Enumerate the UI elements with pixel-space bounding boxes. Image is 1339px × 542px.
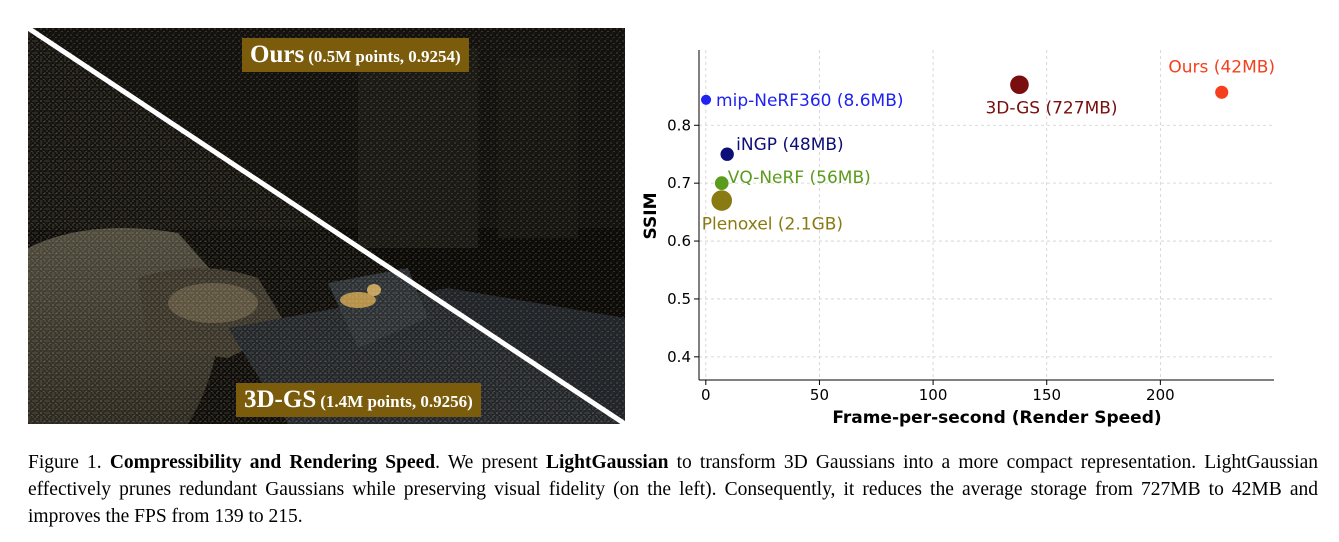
y-tick-label: 0.8 [667, 116, 691, 134]
ssim-fps-scatter-chart: 0 50 100 150 200 0.4 0.5 0.6 0.7 0.8 mip-NeRF360 … [641, 50, 1275, 428]
x-tick-label: 150 [1032, 386, 1061, 404]
ours-tag-detail: (0.5M points, 0.9254) [308, 47, 461, 66]
caption-text-1: . We present [435, 452, 538, 473]
x-axis-label: Frame-per-second (Render Speed) [832, 408, 1161, 428]
split-divider-line [28, 28, 625, 424]
data-point-label: VQ-NeRF (56MB) [728, 168, 871, 188]
figure-caption: Figure 1. Compressibility and Rendering … [28, 449, 1318, 530]
y-tick-label: 0.7 [667, 174, 691, 192]
y-axis-label: SSIM [641, 193, 661, 240]
data-point-label: Ours (42MB) [1168, 57, 1275, 77]
caption-text-2: to transform 3D Gaussians into a more co… [28, 452, 1318, 527]
data-point [720, 147, 734, 161]
3dgs-label-tag: 3D-GS (1.4M points, 0.9256) [236, 383, 481, 417]
data-point [700, 94, 712, 105]
chart-grid [699, 50, 1274, 380]
caption-bold-name: LightGaussian [545, 452, 669, 473]
caption-bold-title: Compressibility and Rendering Speed [109, 452, 436, 473]
3dgs-tag-detail: (1.4M points, 0.9256) [320, 392, 473, 411]
scene-illustration [28, 28, 625, 424]
x-tick-label: 50 [810, 386, 829, 404]
y-tick-label: 0.6 [667, 232, 691, 250]
chart-points: mip-NeRF360 (8.6MB) iNGP (48MB) VQ-NeRF (5… [700, 57, 1275, 235]
data-point-label: 3D-GS (727MB) [985, 99, 1117, 119]
ours-tag-title: Ours [250, 41, 305, 68]
data-point-label: iNGP (48MB) [736, 135, 844, 155]
data-point-label: mip-NeRF360 (8.6MB) [716, 91, 903, 111]
data-point [714, 176, 729, 191]
data-point [1010, 75, 1029, 95]
ours-label-tag: Ours (0.5M points, 0.9254) [242, 38, 469, 72]
data-point [1215, 85, 1229, 99]
data-point-label: Plenoxel (2.1GB) [702, 215, 843, 235]
y-tick-label: 0.4 [667, 348, 691, 366]
caption-prefix: Figure 1. [28, 452, 102, 473]
y-tick-label: 0.5 [667, 290, 691, 308]
x-tick-label: 100 [919, 386, 948, 404]
rendered-scene-image: Ours (0.5M points, 0.9254) 3D-GS (1.4M p… [28, 28, 625, 424]
x-tick-label: 0 [701, 386, 711, 404]
3dgs-tag-title: 3D-GS [244, 386, 317, 413]
chart-axes: 0 50 100 150 200 0.4 0.5 0.6 0.7 0.8 [667, 50, 1274, 404]
x-tick-label: 200 [1146, 386, 1175, 404]
data-point [711, 190, 733, 211]
